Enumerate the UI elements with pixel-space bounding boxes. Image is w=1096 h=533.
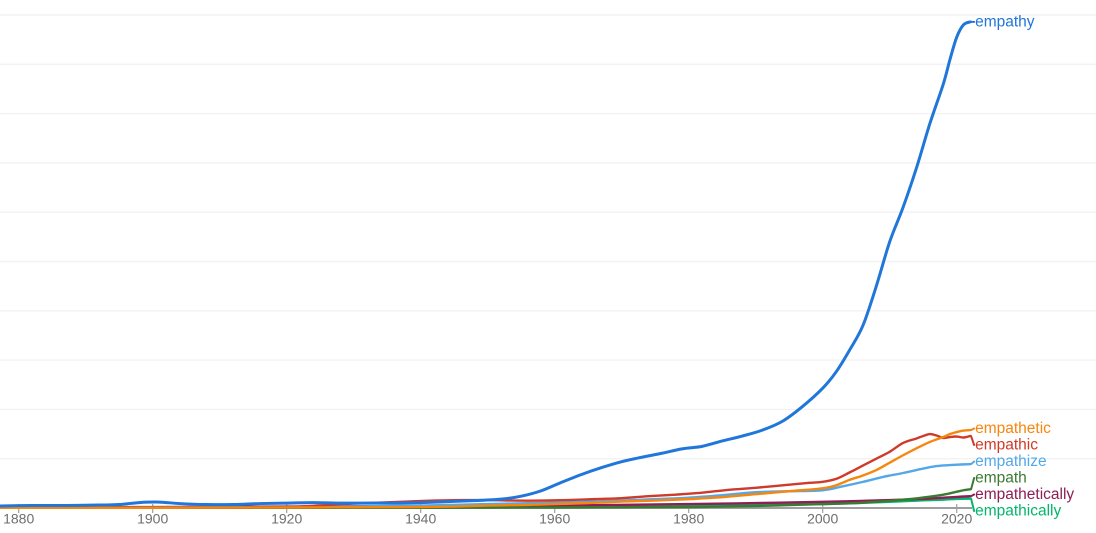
series-label-empath[interactable]: empath — [975, 470, 1027, 487]
x-tick-label-2020: 2020 — [941, 511, 972, 527]
series-leader-empathetically — [970, 493, 976, 498]
series-label-empathetic[interactable]: empathetic — [975, 420, 1051, 437]
series-line-empathetic[interactable] — [0, 428, 972, 509]
x-tick-label-1880: 1880 — [3, 511, 34, 527]
x-tick-label-2000: 2000 — [807, 511, 838, 527]
x-tick-label-1940: 1940 — [405, 511, 436, 527]
series-label-empathetically[interactable]: empathetically — [975, 486, 1074, 503]
x-axis-ticks: 1880 1900 1920 1940 1960 1980 2000 2020 — [3, 504, 972, 527]
series-line-empathic[interactable] — [0, 432, 972, 509]
series-labels: empathyempatheticempathicempathizeempath… — [970, 13, 1074, 520]
series-label-empathy[interactable]: empathy — [975, 13, 1035, 30]
x-tick-label-1960: 1960 — [539, 511, 570, 527]
series-leader-empathize — [970, 460, 976, 466]
series-leader-empathic — [970, 435, 976, 446]
gridlines — [0, 14, 1096, 460]
series-lines — [0, 20, 972, 510]
series-line-empath[interactable] — [0, 488, 972, 510]
x-tick-label-1900: 1900 — [137, 511, 168, 527]
series-line-empathy[interactable] — [0, 20, 972, 508]
series-label-empathically[interactable]: empathically — [975, 503, 1061, 520]
x-tick-label-1980: 1980 — [673, 511, 704, 527]
x-tick-label-1920: 1920 — [271, 511, 302, 527]
series-leader-empathetic — [970, 427, 976, 432]
series-leader-empathically — [970, 497, 976, 512]
series-label-empathic[interactable]: empathic — [975, 437, 1038, 454]
series-label-empathize[interactable]: empathize — [975, 453, 1047, 470]
series-leader-empath — [970, 477, 976, 491]
